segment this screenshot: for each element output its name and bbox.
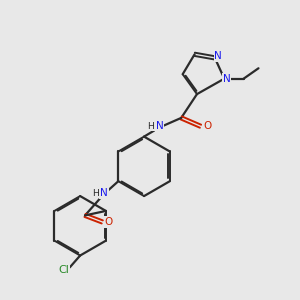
Text: N: N [223, 74, 231, 84]
Text: Cl: Cl [58, 266, 69, 275]
Text: H: H [92, 189, 99, 198]
Text: N: N [214, 51, 222, 62]
Text: O: O [203, 121, 211, 131]
Text: O: O [105, 217, 113, 227]
Text: H: H [147, 122, 154, 131]
Text: N: N [100, 188, 108, 198]
Text: N: N [156, 121, 164, 131]
